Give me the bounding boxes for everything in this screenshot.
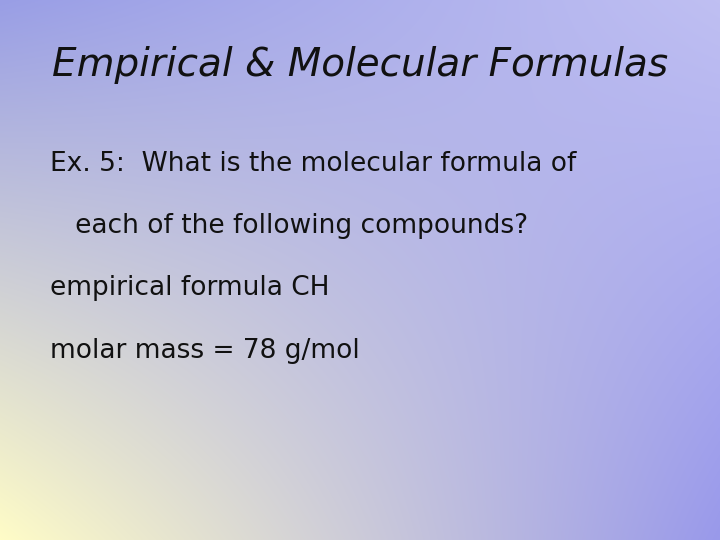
- Text: Empirical & Molecular Formulas: Empirical & Molecular Formulas: [52, 46, 668, 84]
- Text: empirical formula CH: empirical formula CH: [50, 275, 330, 301]
- Text: Ex. 5:  What is the molecular formula of: Ex. 5: What is the molecular formula of: [50, 151, 577, 177]
- Text: each of the following compounds?: each of the following compounds?: [50, 213, 528, 239]
- Text: molar mass = 78 g/mol: molar mass = 78 g/mol: [50, 338, 360, 363]
